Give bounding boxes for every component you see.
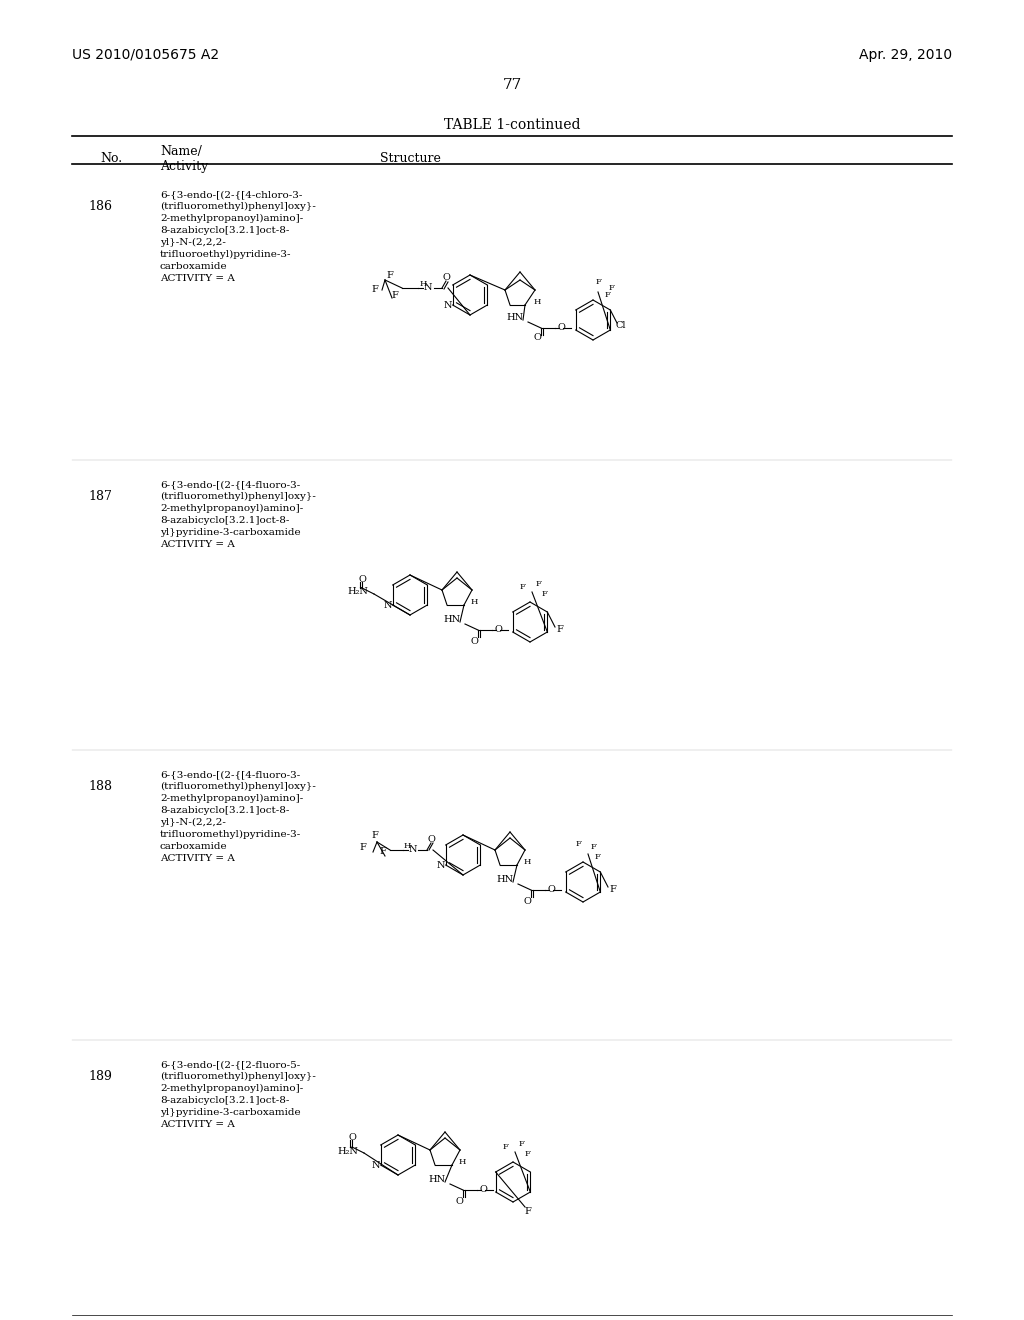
Text: 77: 77 (503, 78, 521, 92)
Text: N: N (383, 601, 392, 610)
Text: 8-azabicyclo[3.2.1]oct-8-: 8-azabicyclo[3.2.1]oct-8- (160, 1096, 290, 1105)
Text: H: H (403, 842, 411, 850)
Text: F: F (608, 284, 614, 292)
Text: F: F (391, 290, 398, 300)
Text: No.: No. (100, 152, 122, 165)
Text: N: N (424, 284, 432, 293)
Text: trifluoroethyl)pyridine-3-: trifluoroethyl)pyridine-3- (160, 249, 292, 259)
Text: H₂N: H₂N (338, 1147, 358, 1155)
Text: trifluoromethyl)pyridine-3-: trifluoromethyl)pyridine-3- (160, 830, 301, 840)
Text: 187: 187 (88, 490, 112, 503)
Text: O: O (557, 323, 565, 333)
Text: yl}pyridine-3-carboxamide: yl}pyridine-3-carboxamide (160, 1107, 301, 1117)
Text: O: O (455, 1197, 463, 1206)
Text: Apr. 29, 2010: Apr. 29, 2010 (859, 48, 952, 62)
Text: F: F (372, 285, 379, 294)
Text: HN: HN (507, 314, 523, 322)
Text: 2-methylpropanoyl)amino]-: 2-methylpropanoyl)amino]- (160, 795, 303, 803)
Text: carboxamide: carboxamide (160, 261, 227, 271)
Text: 6-{3-endo-[(2-{[4-fluoro-3-: 6-{3-endo-[(2-{[4-fluoro-3- (160, 480, 300, 488)
Text: 186: 186 (88, 201, 112, 213)
Text: Cl: Cl (615, 321, 627, 330)
Text: N: N (443, 301, 452, 309)
Text: HN: HN (428, 1176, 445, 1184)
Text: F: F (524, 1208, 531, 1217)
Text: (trifluoromethyl)phenyl]oxy}-: (trifluoromethyl)phenyl]oxy}- (160, 1072, 315, 1081)
Text: Structure: Structure (380, 152, 441, 165)
Text: O: O (470, 638, 478, 647)
Text: ACTIVITY = A: ACTIVITY = A (160, 275, 234, 282)
Text: HN: HN (443, 615, 461, 624)
Text: yl}-N-(2,2,2-: yl}-N-(2,2,2- (160, 238, 226, 247)
Text: F: F (359, 843, 367, 853)
Text: ACTIVITY = A: ACTIVITY = A (160, 854, 234, 863)
Text: ACTIVITY = A: ACTIVITY = A (160, 540, 234, 549)
Text: F: F (380, 847, 386, 857)
Text: F: F (502, 1143, 508, 1151)
Text: 2-methylpropanoyl)amino]-: 2-methylpropanoyl)amino]- (160, 214, 303, 223)
Text: O: O (427, 836, 435, 845)
Text: 2-methylpropanoyl)amino]-: 2-methylpropanoyl)amino]- (160, 1084, 303, 1093)
Text: F: F (524, 1150, 530, 1158)
Text: O: O (358, 576, 366, 585)
Text: H: H (523, 858, 530, 866)
Text: F: F (372, 830, 379, 840)
Text: 8-azabicyclo[3.2.1]oct-8-: 8-azabicyclo[3.2.1]oct-8- (160, 807, 290, 814)
Text: F: F (536, 579, 541, 587)
Text: US 2010/0105675 A2: US 2010/0105675 A2 (72, 48, 219, 62)
Text: F: F (594, 853, 600, 861)
Text: N: N (409, 846, 417, 854)
Text: F: F (519, 583, 525, 591)
Text: O: O (534, 334, 541, 342)
Text: F: F (590, 843, 596, 851)
Text: 8-azabicyclo[3.2.1]oct-8-: 8-azabicyclo[3.2.1]oct-8- (160, 226, 290, 235)
Text: F: F (518, 1140, 524, 1148)
Text: N: N (372, 1160, 380, 1170)
Text: yl}pyridine-3-carboxamide: yl}pyridine-3-carboxamide (160, 528, 301, 537)
Text: O: O (494, 626, 502, 635)
Text: TABLE 1-continued: TABLE 1-continued (443, 117, 581, 132)
Text: O: O (442, 273, 450, 282)
Text: H: H (459, 1158, 466, 1166)
Text: H₂N: H₂N (347, 587, 369, 597)
Text: 6-{3-endo-[(2-{[4-chloro-3-: 6-{3-endo-[(2-{[4-chloro-3- (160, 190, 302, 199)
Text: H: H (470, 598, 477, 606)
Text: H: H (419, 280, 427, 288)
Text: (trifluoromethyl)phenyl]oxy}-: (trifluoromethyl)phenyl]oxy}- (160, 202, 315, 211)
Text: (trifluoromethyl)phenyl]oxy}-: (trifluoromethyl)phenyl]oxy}- (160, 492, 315, 502)
Text: F: F (575, 840, 581, 847)
Text: 6-{3-endo-[(2-{[4-fluoro-3-: 6-{3-endo-[(2-{[4-fluoro-3- (160, 770, 300, 779)
Text: O: O (523, 898, 530, 907)
Text: 6-{3-endo-[(2-{[2-fluoro-5-: 6-{3-endo-[(2-{[2-fluoro-5- (160, 1060, 300, 1069)
Text: H: H (534, 298, 541, 306)
Text: 8-azabicyclo[3.2.1]oct-8-: 8-azabicyclo[3.2.1]oct-8- (160, 516, 290, 525)
Text: O: O (348, 1134, 356, 1143)
Text: F: F (557, 626, 563, 635)
Text: 188: 188 (88, 780, 112, 793)
Text: F: F (387, 271, 393, 280)
Text: carboxamide: carboxamide (160, 842, 227, 851)
Text: F: F (609, 886, 616, 895)
Text: F: F (541, 590, 547, 598)
Text: F: F (595, 279, 601, 286)
Text: yl}-N-(2,2,2-: yl}-N-(2,2,2- (160, 818, 226, 828)
Text: N: N (436, 861, 445, 870)
Text: ACTIVITY = A: ACTIVITY = A (160, 1119, 234, 1129)
Text: HN: HN (497, 875, 514, 884)
Text: Name/
Activity: Name/ Activity (160, 145, 208, 173)
Text: 2-methylpropanoyl)amino]-: 2-methylpropanoyl)amino]- (160, 504, 303, 513)
Text: (trifluoromethyl)phenyl]oxy}-: (trifluoromethyl)phenyl]oxy}- (160, 781, 315, 791)
Text: 189: 189 (88, 1071, 112, 1082)
Text: O: O (479, 1185, 487, 1195)
Text: O: O (547, 886, 555, 895)
Text: F: F (604, 290, 610, 300)
